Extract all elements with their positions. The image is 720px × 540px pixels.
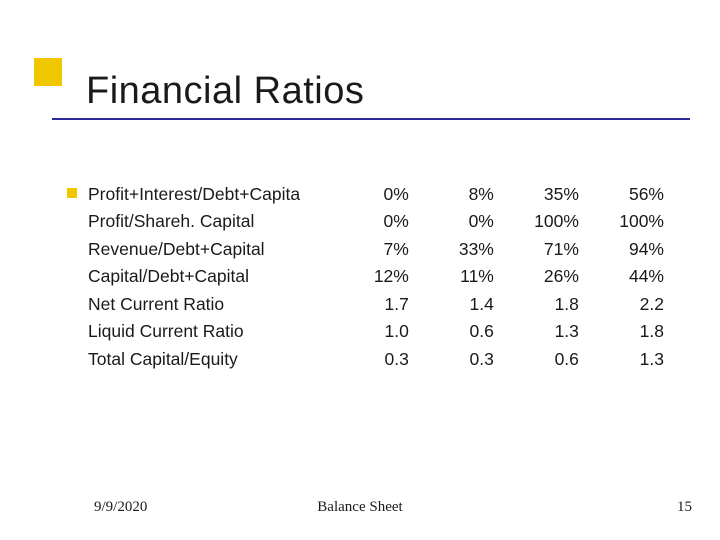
ratio-value: 0.3: [338, 345, 423, 373]
table-row: Revenue/Debt+Capital 7% 33% 71% 94%: [88, 235, 678, 263]
ratios-table: Profit+Interest/Debt+Capita 0% 8% 35% 56…: [88, 180, 678, 373]
ratio-label: Profit+Interest/Debt+Capita: [88, 180, 338, 208]
table-row: Total Capital/Equity 0.3 0.3 0.6 1.3: [88, 345, 678, 373]
ratio-label: Profit/Shareh. Capital: [88, 208, 338, 236]
table-row: Profit+Interest/Debt+Capita 0% 8% 35% 56…: [88, 180, 678, 208]
ratio-label: Total Capital/Equity: [88, 345, 338, 373]
bullet-square-icon: [67, 188, 77, 198]
ratio-value: 94%: [593, 235, 678, 263]
ratio-label: Revenue/Debt+Capital: [88, 235, 338, 263]
table-row: Net Current Ratio 1.7 1.4 1.8 2.2: [88, 290, 678, 318]
ratio-value: 1.7: [338, 290, 423, 318]
ratio-value: 12%: [338, 263, 423, 291]
ratio-value: 11%: [423, 263, 508, 291]
ratio-value: 7%: [338, 235, 423, 263]
table-row: Capital/Debt+Capital 12% 11% 26% 44%: [88, 263, 678, 291]
ratios-table-area: Profit+Interest/Debt+Capita 0% 8% 35% 56…: [88, 180, 678, 373]
ratio-value: 1.8: [593, 318, 678, 346]
title-underline: [52, 118, 690, 120]
ratio-value: 33%: [423, 235, 508, 263]
table-row: Liquid Current Ratio 1.0 0.6 1.3 1.8: [88, 318, 678, 346]
ratio-value: 44%: [593, 263, 678, 291]
ratio-value: 1.4: [423, 290, 508, 318]
ratio-value: 71%: [508, 235, 593, 263]
ratio-value: 0%: [338, 208, 423, 236]
ratio-value: 1.8: [508, 290, 593, 318]
ratio-value: 2.2: [593, 290, 678, 318]
ratio-value: 35%: [508, 180, 593, 208]
ratio-label: Liquid Current Ratio: [88, 318, 338, 346]
table-row: Profit/Shareh. Capital 0% 0% 100% 100%: [88, 208, 678, 236]
ratio-value: 8%: [423, 180, 508, 208]
ratio-value: 0%: [338, 180, 423, 208]
ratio-value: 100%: [593, 208, 678, 236]
ratio-value: 1.0: [338, 318, 423, 346]
ratio-value: 0.3: [423, 345, 508, 373]
ratio-value: 0.6: [423, 318, 508, 346]
ratio-value: 1.3: [593, 345, 678, 373]
ratio-value: 56%: [593, 180, 678, 208]
footer-date: 9/9/2020: [94, 499, 147, 516]
footer-title: Balance Sheet: [317, 499, 402, 516]
slide-title: Financial Ratios: [34, 70, 690, 113]
ratio-label: Capital/Debt+Capital: [88, 263, 338, 291]
footer-page-number: 15: [677, 499, 692, 516]
ratio-value: 26%: [508, 263, 593, 291]
ratio-value: 0%: [423, 208, 508, 236]
ratio-value: 1.3: [508, 318, 593, 346]
ratio-value: 100%: [508, 208, 593, 236]
title-area: Financial Ratios: [34, 70, 690, 113]
ratio-value: 0.6: [508, 345, 593, 373]
ratio-label: Net Current Ratio: [88, 290, 338, 318]
